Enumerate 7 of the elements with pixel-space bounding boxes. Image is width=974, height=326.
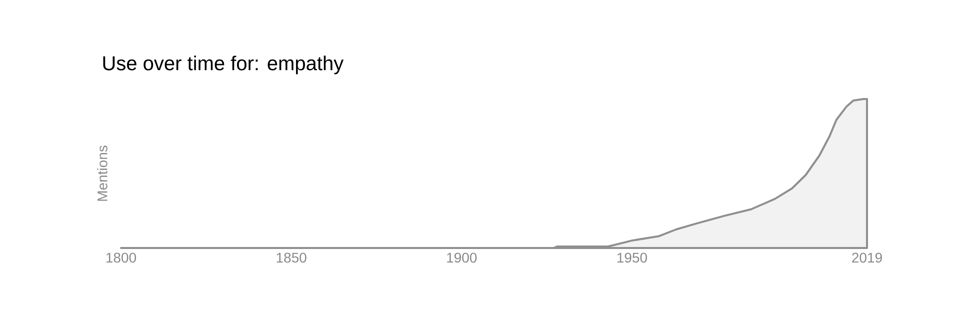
x-tick-label: 2019 bbox=[852, 252, 882, 263]
x-tick-label: 1900 bbox=[447, 252, 477, 263]
chart-title: Use over time for: empathy bbox=[103, 56, 344, 74]
x-tick-label: 1850 bbox=[276, 252, 306, 263]
x-tick-label: 1800 bbox=[106, 252, 136, 263]
x-tick-label: 1950 bbox=[617, 252, 647, 263]
y-axis-title: Mentions bbox=[97, 146, 108, 201]
